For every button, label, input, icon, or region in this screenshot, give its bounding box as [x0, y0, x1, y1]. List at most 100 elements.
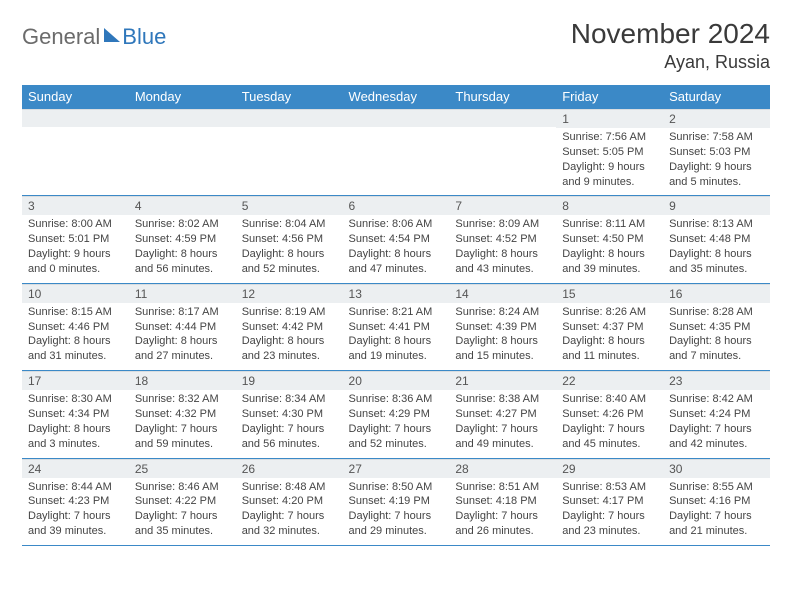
sunrise-text: Sunrise: 8:50 AM — [349, 480, 444, 495]
day-cell: 5Sunrise: 8:04 AMSunset: 4:56 PMDaylight… — [236, 196, 343, 283]
day-body: Sunrise: 8:32 AMSunset: 4:32 PMDaylight:… — [129, 390, 236, 457]
day-body: Sunrise: 8:50 AMSunset: 4:19 PMDaylight:… — [343, 478, 450, 545]
day-number: 23 — [663, 371, 770, 390]
day-number: 5 — [236, 196, 343, 215]
sunrise-text: Sunrise: 8:11 AM — [562, 217, 657, 232]
bottom-rule — [22, 545, 770, 546]
daylight-text: Daylight: 7 hours and 49 minutes. — [455, 422, 550, 452]
day-number: 3 — [22, 196, 129, 215]
day-number: 13 — [343, 284, 450, 303]
day-number: 18 — [129, 371, 236, 390]
daylight-text: Daylight: 7 hours and 39 minutes. — [28, 509, 123, 539]
day-cell: 16Sunrise: 8:28 AMSunset: 4:35 PMDayligh… — [663, 283, 770, 370]
day-number: 10 — [22, 284, 129, 303]
daylight-text: Daylight: 8 hours and 3 minutes. — [28, 422, 123, 452]
day-number — [22, 109, 129, 127]
weekday-header: Sunday — [22, 85, 129, 109]
sunrise-text: Sunrise: 8:30 AM — [28, 392, 123, 407]
daylight-text: Daylight: 8 hours and 11 minutes. — [562, 334, 657, 364]
day-cell: 3Sunrise: 8:00 AMSunset: 5:01 PMDaylight… — [22, 196, 129, 283]
sunset-text: Sunset: 4:41 PM — [349, 320, 444, 335]
day-body — [129, 127, 236, 135]
day-cell — [449, 109, 556, 196]
day-cell — [343, 109, 450, 196]
day-body: Sunrise: 7:56 AMSunset: 5:05 PMDaylight:… — [556, 128, 663, 195]
sunrise-text: Sunrise: 8:55 AM — [669, 480, 764, 495]
brand-word2: Blue — [122, 24, 166, 50]
sunrise-text: Sunrise: 8:28 AM — [669, 305, 764, 320]
weekday-header: Tuesday — [236, 85, 343, 109]
day-cell: 14Sunrise: 8:24 AMSunset: 4:39 PMDayligh… — [449, 283, 556, 370]
day-number — [343, 109, 450, 127]
day-cell: 1Sunrise: 7:56 AMSunset: 5:05 PMDaylight… — [556, 109, 663, 196]
day-body: Sunrise: 8:17 AMSunset: 4:44 PMDaylight:… — [129, 303, 236, 370]
daylight-text: Daylight: 8 hours and 56 minutes. — [135, 247, 230, 277]
sunrise-text: Sunrise: 8:00 AM — [28, 217, 123, 232]
day-number: 6 — [343, 196, 450, 215]
day-number: 26 — [236, 459, 343, 478]
day-body: Sunrise: 8:44 AMSunset: 4:23 PMDaylight:… — [22, 478, 129, 545]
sunset-text: Sunset: 4:46 PM — [28, 320, 123, 335]
day-body: Sunrise: 8:34 AMSunset: 4:30 PMDaylight:… — [236, 390, 343, 457]
day-body: Sunrise: 8:40 AMSunset: 4:26 PMDaylight:… — [556, 390, 663, 457]
sunrise-text: Sunrise: 8:46 AM — [135, 480, 230, 495]
day-body — [343, 127, 450, 135]
weekday-header: Friday — [556, 85, 663, 109]
day-number: 22 — [556, 371, 663, 390]
daylight-text: Daylight: 8 hours and 35 minutes. — [669, 247, 764, 277]
day-body: Sunrise: 8:06 AMSunset: 4:54 PMDaylight:… — [343, 215, 450, 282]
sunset-text: Sunset: 4:22 PM — [135, 494, 230, 509]
day-number: 12 — [236, 284, 343, 303]
day-body: Sunrise: 8:13 AMSunset: 4:48 PMDaylight:… — [663, 215, 770, 282]
sunset-text: Sunset: 4:16 PM — [669, 494, 764, 509]
day-cell — [22, 109, 129, 196]
day-body: Sunrise: 8:53 AMSunset: 4:17 PMDaylight:… — [556, 478, 663, 545]
sunrise-text: Sunrise: 8:02 AM — [135, 217, 230, 232]
day-number: 30 — [663, 459, 770, 478]
sunset-text: Sunset: 4:29 PM — [349, 407, 444, 422]
sunrise-text: Sunrise: 7:58 AM — [669, 130, 764, 145]
day-body: Sunrise: 8:21 AMSunset: 4:41 PMDaylight:… — [343, 303, 450, 370]
day-cell: 18Sunrise: 8:32 AMSunset: 4:32 PMDayligh… — [129, 371, 236, 458]
sunset-text: Sunset: 4:27 PM — [455, 407, 550, 422]
sunrise-text: Sunrise: 8:32 AM — [135, 392, 230, 407]
day-cell: 30Sunrise: 8:55 AMSunset: 4:16 PMDayligh… — [663, 458, 770, 545]
daylight-text: Daylight: 8 hours and 19 minutes. — [349, 334, 444, 364]
daylight-text: Daylight: 8 hours and 15 minutes. — [455, 334, 550, 364]
day-number: 7 — [449, 196, 556, 215]
day-cell: 22Sunrise: 8:40 AMSunset: 4:26 PMDayligh… — [556, 371, 663, 458]
weekday-header-row: Sunday Monday Tuesday Wednesday Thursday… — [22, 85, 770, 109]
sunset-text: Sunset: 4:35 PM — [669, 320, 764, 335]
daylight-text: Daylight: 8 hours and 52 minutes. — [242, 247, 337, 277]
sunrise-text: Sunrise: 8:06 AM — [349, 217, 444, 232]
day-number: 19 — [236, 371, 343, 390]
sunset-text: Sunset: 4:34 PM — [28, 407, 123, 422]
sunrise-text: Sunrise: 8:21 AM — [349, 305, 444, 320]
day-cell: 17Sunrise: 8:30 AMSunset: 4:34 PMDayligh… — [22, 371, 129, 458]
day-number: 1 — [556, 109, 663, 128]
daylight-text: Daylight: 8 hours and 31 minutes. — [28, 334, 123, 364]
day-cell: 21Sunrise: 8:38 AMSunset: 4:27 PMDayligh… — [449, 371, 556, 458]
day-cell: 12Sunrise: 8:19 AMSunset: 4:42 PMDayligh… — [236, 283, 343, 370]
sunset-text: Sunset: 4:24 PM — [669, 407, 764, 422]
sunrise-text: Sunrise: 8:04 AM — [242, 217, 337, 232]
sunset-text: Sunset: 4:37 PM — [562, 320, 657, 335]
day-body — [449, 127, 556, 135]
weekday-header: Monday — [129, 85, 236, 109]
day-number — [129, 109, 236, 127]
day-number: 9 — [663, 196, 770, 215]
daylight-text: Daylight: 7 hours and 56 minutes. — [242, 422, 337, 452]
daylight-text: Daylight: 7 hours and 59 minutes. — [135, 422, 230, 452]
week-row: 10Sunrise: 8:15 AMSunset: 4:46 PMDayligh… — [22, 283, 770, 370]
sunset-text: Sunset: 4:30 PM — [242, 407, 337, 422]
day-cell: 6Sunrise: 8:06 AMSunset: 4:54 PMDaylight… — [343, 196, 450, 283]
sunrise-text: Sunrise: 8:44 AM — [28, 480, 123, 495]
day-body: Sunrise: 8:51 AMSunset: 4:18 PMDaylight:… — [449, 478, 556, 545]
day-number — [449, 109, 556, 127]
day-number: 28 — [449, 459, 556, 478]
sunset-text: Sunset: 4:48 PM — [669, 232, 764, 247]
sunset-text: Sunset: 4:23 PM — [28, 494, 123, 509]
weekday-header: Saturday — [663, 85, 770, 109]
day-cell: 19Sunrise: 8:34 AMSunset: 4:30 PMDayligh… — [236, 371, 343, 458]
day-cell: 8Sunrise: 8:11 AMSunset: 4:50 PMDaylight… — [556, 196, 663, 283]
